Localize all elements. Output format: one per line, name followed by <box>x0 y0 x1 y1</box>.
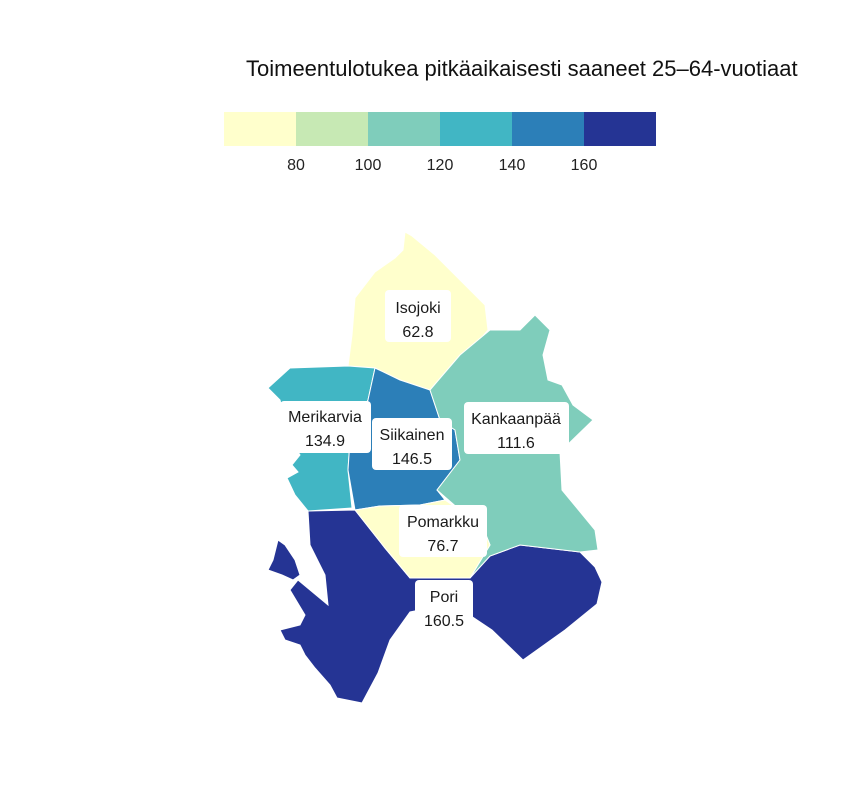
label-pomarkku: Pomarkku 76.7 <box>399 505 487 557</box>
label-name: Pomarkku <box>407 514 479 531</box>
label-kankaanpaa: Kankaanpää 111.6 <box>464 402 569 454</box>
label-name: Pori <box>430 589 458 606</box>
label-value: 134.9 <box>305 433 345 450</box>
label-box <box>415 580 473 632</box>
legend-break-1: 100 <box>355 157 382 174</box>
legend-break-2: 120 <box>427 157 454 174</box>
legend-swatch-0 <box>224 112 296 146</box>
legend-break-0: 80 <box>287 157 305 174</box>
label-box <box>372 418 452 470</box>
label-value: 62.8 <box>402 324 433 341</box>
label-value: 146.5 <box>392 451 432 468</box>
color-legend: 80 100 120 140 160 <box>224 112 656 174</box>
label-box <box>399 505 487 557</box>
region-pori-island-1 <box>267 539 301 581</box>
legend-swatch-2 <box>368 112 440 146</box>
label-pori: Pori 160.5 <box>415 580 473 632</box>
label-box <box>280 401 371 453</box>
label-isojoki: Isojoki 62.8 <box>385 290 451 342</box>
legend-break-4: 160 <box>571 157 598 174</box>
label-value: 76.7 <box>427 538 458 555</box>
label-name: Isojoki <box>395 300 440 317</box>
label-value: 160.5 <box>424 613 464 630</box>
label-name: Kankaanpää <box>471 411 561 428</box>
legend-swatch-4 <box>512 112 584 146</box>
label-siikainen: Siikainen 146.5 <box>372 418 452 470</box>
label-box <box>385 290 451 342</box>
legend-swatch-1 <box>296 112 368 146</box>
label-value: 111.6 <box>497 435 535 452</box>
legend-swatch-5 <box>584 112 656 146</box>
region-labels: Isojoki 62.8 Merikarvia 134.9 Siikainen … <box>280 290 569 632</box>
label-merikarvia: Merikarvia 134.9 <box>280 401 371 453</box>
legend-break-3: 140 <box>499 157 526 174</box>
legend-swatch-3 <box>440 112 512 146</box>
label-box <box>464 402 569 454</box>
label-name: Merikarvia <box>288 409 362 426</box>
label-name: Siikainen <box>380 427 445 444</box>
map-title: Toimeentulotukea pitkäaikaisesti saaneet… <box>246 56 798 81</box>
